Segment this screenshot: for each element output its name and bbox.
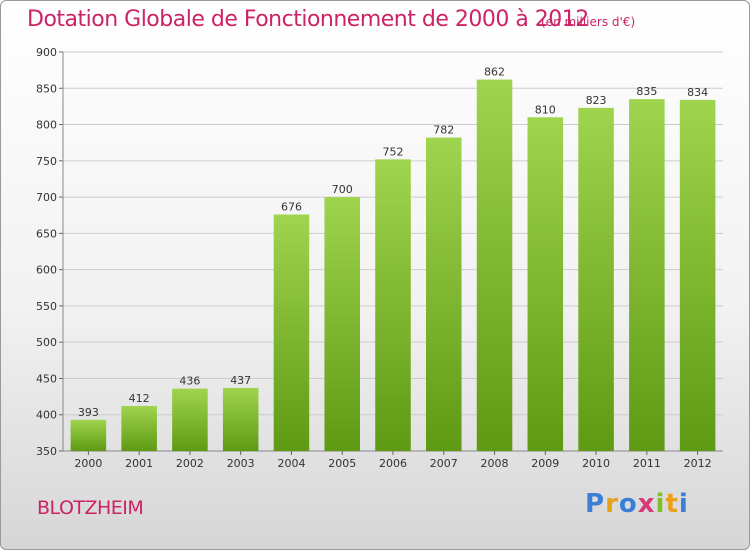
chart-subtitle: (en milliers d'€)	[541, 15, 636, 29]
value-label-2008: 862	[484, 66, 505, 79]
logo-letter: o	[618, 489, 638, 519]
bar-2003	[222, 387, 259, 451]
bar-2001	[121, 406, 157, 451]
y-tick-label: 500	[36, 336, 57, 349]
logo-letter: t	[665, 489, 679, 519]
bar-2000	[70, 419, 107, 451]
x-axis-labels: 2000 2001 2002 2003 2004 2005 2006 2007 2008 2009…	[74, 451, 712, 470]
logo-letter: P	[585, 489, 606, 519]
bar-2011	[629, 99, 665, 452]
x-tick-label-2000: 2000	[74, 457, 102, 470]
y-tick-label: 700	[36, 191, 57, 204]
bar-2007	[426, 137, 462, 451]
logo-letter: x	[637, 489, 656, 519]
y-tick-label: 450	[36, 372, 57, 385]
value-label-2002: 436	[179, 375, 200, 388]
x-tick-label-2002: 2002	[176, 457, 204, 470]
x-tick-label-2012: 2012	[684, 457, 712, 470]
value-label-2010: 823	[586, 94, 607, 107]
x-tick-label-2011: 2011	[633, 457, 661, 470]
logo-letter: i	[655, 489, 666, 519]
x-tick-label-2007: 2007	[430, 457, 458, 470]
chart-title: Dotation Globale de Fonctionnement de 20…	[27, 7, 589, 32]
y-tick-label: 750	[36, 155, 57, 168]
y-tick-label: 400	[36, 409, 57, 422]
x-tick-label-2009: 2009	[531, 457, 559, 470]
value-label-2004: 676	[281, 201, 302, 214]
bar-2012	[679, 99, 716, 451]
commune-name: BLOTZHEIM	[37, 497, 144, 519]
y-tick-label: 550	[36, 300, 57, 313]
x-tick-label-2004: 2004	[277, 457, 305, 470]
y-tick-label: 850	[36, 82, 57, 95]
x-tick-label-2005: 2005	[328, 457, 356, 470]
value-label-2003: 437	[230, 374, 251, 387]
value-label-2011: 835	[636, 85, 657, 98]
x-tick-label-2010: 2010	[582, 457, 610, 470]
y-tick-label: 600	[36, 264, 57, 277]
bar-2008	[476, 79, 513, 452]
logo-letter: r	[605, 489, 619, 519]
bars: 393 412 436 437 676 700 752 782 862 810 823 835 834	[70, 66, 716, 452]
y-tick-label: 350	[36, 445, 57, 458]
x-tick-label-2003: 2003	[227, 457, 255, 470]
bar-2002	[172, 388, 208, 451]
value-label-2005: 700	[332, 183, 353, 196]
x-tick-label-2001: 2001	[125, 457, 153, 470]
y-tick-label: 900	[36, 46, 57, 59]
bar-2004	[273, 214, 310, 451]
x-tick-label-2008: 2008	[481, 457, 509, 470]
value-label-2001: 412	[129, 392, 150, 405]
bar-2005	[324, 197, 360, 451]
value-label-2000: 393	[78, 406, 99, 419]
y-tick-label: 650	[36, 227, 57, 240]
bar-2010	[578, 107, 614, 452]
x-tick-label-2006: 2006	[379, 457, 407, 470]
value-label-2009: 810	[535, 103, 556, 116]
value-label-2006: 752	[383, 145, 404, 158]
bar-2009	[527, 117, 564, 452]
logo-letter: i	[678, 489, 689, 519]
value-label-2007: 782	[433, 124, 454, 137]
value-label-2012: 834	[687, 86, 708, 99]
bar-2006	[375, 159, 411, 451]
proxiti-logo: Proxiti	[585, 489, 689, 519]
y-tick-label: 800	[36, 119, 57, 132]
